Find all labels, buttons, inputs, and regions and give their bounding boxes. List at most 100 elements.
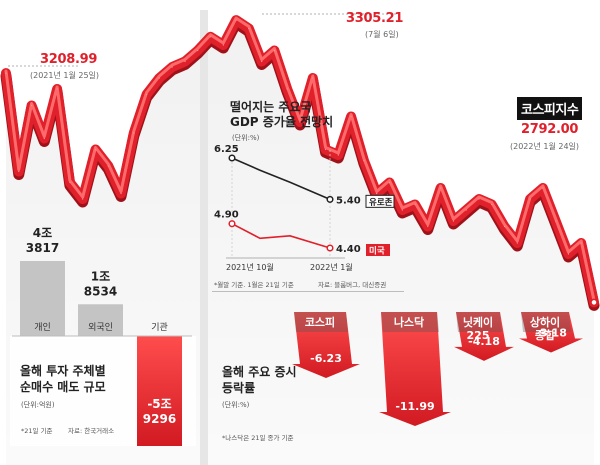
kospi-point xyxy=(350,115,352,118)
kospi-point xyxy=(299,121,301,123)
gdp-title-line2: GDP 증가율 전망치 xyxy=(230,115,334,129)
index-arrow-value: -6.23 xyxy=(310,352,342,365)
kospi-point xyxy=(580,242,582,244)
gdp-point xyxy=(326,244,334,252)
gdp-end-value: 4.40 xyxy=(336,244,361,255)
gdp-unit: (단위:%) xyxy=(232,134,260,142)
gdp-x-start: 2021년 10월 xyxy=(226,263,274,272)
gdp-footnote: *월말 기준. 1월은 21일 기준 xyxy=(214,281,294,289)
investor-unit: (단위:억원) xyxy=(21,401,55,409)
kospi-point xyxy=(146,93,148,96)
gdp-point xyxy=(326,195,334,203)
gdp-title-line1: 떨어지는 주요국 xyxy=(230,100,312,114)
kospi-point xyxy=(107,165,109,167)
index-arrow-label: 종합 xyxy=(535,328,555,342)
kospi-point xyxy=(248,27,250,30)
index-arrow xyxy=(519,312,583,353)
kospi-point xyxy=(235,19,237,21)
kospi-point xyxy=(401,209,403,211)
investor-source: 자료: 한국거래소 xyxy=(68,427,115,435)
gdp-bottom-rule xyxy=(212,291,404,292)
legend-box-us xyxy=(366,244,390,256)
kospi-point xyxy=(82,198,84,200)
peak-value-label: 3305.21 xyxy=(346,11,404,26)
index-title-line1: 올해 주요 증시 xyxy=(222,365,297,379)
kospi-point xyxy=(542,187,544,189)
investor-title-line1: 올해 투자 주체별 xyxy=(20,364,106,378)
investor-bar-label: 기관 xyxy=(151,322,168,333)
investor-bar-label: 개인 xyxy=(34,322,51,333)
kospi-point xyxy=(312,77,314,79)
index-arrow xyxy=(454,312,514,361)
kospi-end-marker xyxy=(590,298,598,307)
kospi-point xyxy=(31,104,33,107)
gdp-x-end: 2022년 1월 xyxy=(310,263,353,272)
index-arrow-shade xyxy=(294,312,348,332)
kospi-point xyxy=(465,209,467,211)
kospi-point xyxy=(567,253,570,255)
index-arrow-shade xyxy=(381,312,439,332)
latest-value-label: 2792.00 xyxy=(521,122,579,137)
kospi-point xyxy=(478,198,480,200)
kospi-point xyxy=(69,181,71,184)
legend-box-eurozone xyxy=(365,194,395,208)
index-arrow-label: 나스닥 xyxy=(394,315,424,329)
index-arrow-label: 225 xyxy=(467,329,490,342)
kospi-point xyxy=(94,148,97,151)
kospi-point xyxy=(43,137,45,140)
index-arrow-value: -4.18 xyxy=(468,335,500,348)
investor-bar-value: 3817 xyxy=(26,241,59,255)
investor-bar-value: -5조 xyxy=(147,397,171,411)
kospi-ribbon-highlight xyxy=(4,16,596,302)
index-arrow-shade xyxy=(456,312,502,332)
gdp-mini-chart: 6.25 5.40 유로존 4.90 4.40 미국 xyxy=(214,144,395,259)
gdp-point xyxy=(228,154,236,162)
kospi-point xyxy=(516,242,518,244)
investor-bar-value: 1조 xyxy=(91,269,110,283)
kospi-point xyxy=(363,159,365,162)
index-arrow-shade xyxy=(521,312,571,332)
investor-title-line2: 순매수 매도 규모 xyxy=(20,380,106,394)
legend-label-us: 미국 xyxy=(369,246,385,257)
kospi-title: 코스피지수 xyxy=(517,97,583,120)
index-unit: (단위:%) xyxy=(222,401,250,409)
peak-date-label: (7월 6일) xyxy=(365,30,399,39)
gdp-series-line xyxy=(231,222,331,249)
kospi-point xyxy=(184,60,186,63)
investor-bar-value: 4조 xyxy=(33,226,52,240)
kospi-point xyxy=(555,220,557,222)
kospi-line-series xyxy=(0,15,600,311)
index-arrow-label: 상하이 xyxy=(530,315,560,329)
kospi-point xyxy=(222,44,224,46)
kospi-point xyxy=(440,187,442,189)
latest-date-label: (2022년 1월 24일) xyxy=(510,142,580,151)
investor-bar-label: 외국인 xyxy=(88,321,113,333)
index-arrow xyxy=(379,312,451,426)
kospi-point xyxy=(197,49,199,52)
index-arrow-label: 코스피 xyxy=(305,315,335,329)
gdp-end-value: 5.40 xyxy=(336,195,361,206)
kospi-point xyxy=(171,66,173,68)
gdp-start-value: 4.90 xyxy=(214,210,239,221)
investor-bar-value: 8534 xyxy=(84,284,117,298)
index-title-line2: 등락률 xyxy=(222,381,256,395)
investor-bar xyxy=(137,336,182,446)
investor-bar xyxy=(78,304,123,336)
investor-footnote: *21일 기준 xyxy=(21,427,53,435)
kospi-point xyxy=(427,225,429,228)
index-footnote: *나스닥은 21일 종가 기준 xyxy=(222,434,294,442)
kospi-point xyxy=(388,181,391,184)
kospi-point xyxy=(56,88,58,90)
kospi-point xyxy=(529,198,531,200)
index-arrow-value: -11.99 xyxy=(395,400,434,413)
kospi-point xyxy=(491,203,493,206)
index-arrow-label: 닛케이 xyxy=(463,315,493,329)
start-value-label: 3208.99 xyxy=(40,52,98,67)
gdp-point xyxy=(228,220,236,228)
divider-vertical xyxy=(200,10,208,465)
kospi-point xyxy=(376,192,378,195)
